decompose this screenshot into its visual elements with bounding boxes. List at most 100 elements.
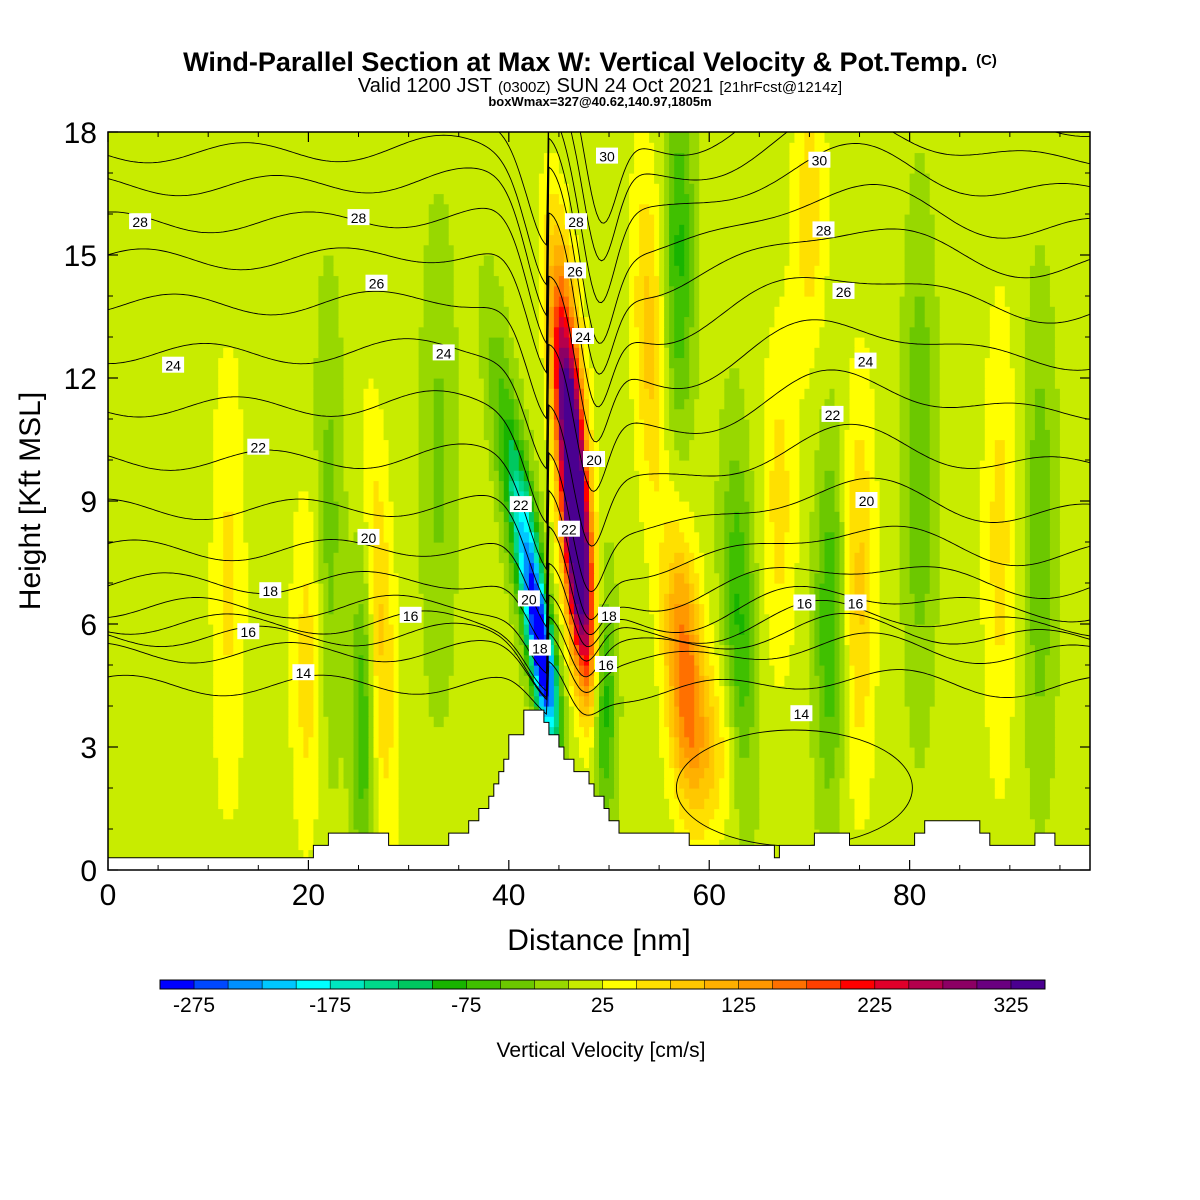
w-cell (869, 603, 881, 615)
w-cell (293, 777, 320, 789)
w-cell (719, 839, 740, 851)
w-cell (824, 285, 906, 297)
theta-contour-label: 24 (854, 352, 877, 370)
w-cell (378, 736, 395, 748)
w-cell (363, 470, 390, 482)
w-cell (939, 490, 981, 502)
w-cell (639, 265, 655, 277)
w-cell (679, 449, 690, 461)
w-cell (358, 777, 370, 789)
w-cell (493, 501, 500, 512)
w-cell (478, 306, 510, 318)
w-cell (659, 695, 665, 707)
w-cell (563, 490, 585, 502)
w-cell (939, 326, 991, 338)
w-cell (814, 460, 841, 471)
w-cell (528, 572, 535, 584)
w-cell (1024, 685, 1036, 697)
w-cell (594, 378, 630, 389)
w-cell (538, 521, 545, 533)
w-cell (323, 501, 339, 512)
w-cell (573, 255, 580, 266)
w-cell (1044, 829, 1090, 840)
theta-contour-label: 20 (357, 528, 380, 546)
w-cell (724, 706, 730, 717)
w-cell (589, 583, 595, 594)
w-cell (909, 531, 931, 543)
w-cell (378, 685, 395, 697)
w-cell (313, 542, 319, 553)
w-cell (373, 654, 395, 666)
w-cell (568, 552, 585, 564)
w-cell (929, 183, 1090, 195)
w-cell (589, 634, 595, 646)
w-cell (1004, 634, 1016, 646)
w-cell (819, 162, 830, 174)
w-cell (829, 388, 836, 400)
w-cell (303, 747, 309, 758)
w-cell (584, 429, 590, 441)
w-cell (634, 429, 645, 441)
w-cell (604, 685, 610, 697)
w-cell (854, 583, 866, 594)
w-cell (443, 429, 460, 441)
w-cell (1059, 542, 1090, 553)
w-cell (739, 839, 755, 851)
w-cell (1014, 644, 1026, 656)
w-cell (799, 501, 815, 512)
w-cell (1014, 665, 1026, 676)
w-cell (664, 265, 670, 277)
w-cell (518, 542, 525, 553)
w-cell (1024, 316, 1056, 328)
w-cell (368, 818, 375, 830)
theta-contour-label-text: 20 (361, 530, 377, 546)
w-cell (558, 624, 565, 635)
w-cell (518, 460, 525, 471)
w-cell (929, 378, 941, 389)
w-cell (934, 214, 1090, 225)
w-cell (689, 347, 700, 359)
w-cell (243, 716, 289, 728)
w-cell (659, 234, 665, 246)
w-cell (448, 685, 525, 697)
w-cell (639, 347, 645, 359)
w-cell (313, 685, 319, 697)
w-cell (108, 449, 214, 461)
w-cell (223, 624, 234, 635)
w-cell (318, 726, 329, 738)
w-cell (589, 378, 595, 389)
w-cell (573, 357, 580, 369)
w-cell (679, 490, 715, 502)
w-cell (899, 593, 916, 605)
w-cell (694, 736, 705, 748)
w-cell (398, 777, 545, 789)
w-cell (293, 552, 314, 564)
w-cell (669, 757, 675, 769)
w-cell (373, 798, 380, 810)
w-cell (343, 767, 355, 779)
w-cell (528, 531, 535, 543)
w-cell (528, 695, 535, 707)
w-cell (759, 767, 815, 779)
w-cell (614, 695, 625, 707)
w-cell (979, 480, 996, 492)
w-cell (929, 583, 941, 594)
w-cell (844, 644, 851, 656)
w-cell (994, 634, 1006, 646)
w-cell (864, 562, 871, 574)
w-cell (393, 511, 420, 523)
w-cell (749, 603, 755, 615)
w-cell (899, 603, 916, 615)
w-cell (679, 695, 695, 707)
w-cell (373, 706, 380, 717)
w-cell (568, 624, 575, 635)
w-cell (789, 490, 800, 502)
w-cell (764, 583, 795, 594)
w-cell (879, 593, 901, 605)
w-cell (824, 572, 836, 584)
w-cell (458, 326, 480, 338)
w-cell (864, 603, 871, 615)
w-cell (313, 419, 329, 430)
w-cell (834, 388, 851, 400)
w-cell (573, 378, 580, 389)
